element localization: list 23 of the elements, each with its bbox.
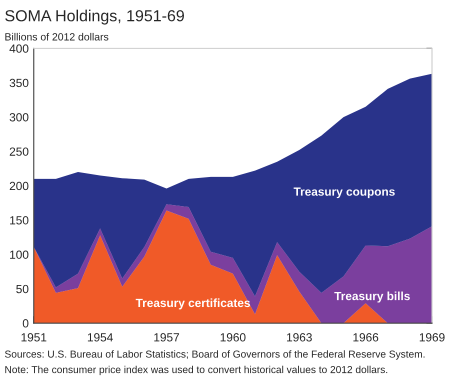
x-tick-label: 1954 bbox=[88, 333, 113, 342]
x-tick-label: 1960 bbox=[220, 333, 246, 342]
x-tick-label: 1966 bbox=[353, 333, 378, 342]
y-tick-label: 0 bbox=[22, 319, 28, 328]
y-tick-label: 150 bbox=[10, 216, 28, 224]
y-tick-label: 400 bbox=[9, 44, 28, 53]
text: Note: The consumer price index was used to convert historical values to 2012 dollars. bbox=[5, 366, 388, 376]
y-tick-label: 300 bbox=[10, 113, 28, 122]
x-tick-label: 1963 bbox=[287, 333, 312, 342]
y-tick-label: 50 bbox=[16, 284, 28, 294]
series-label: Treasury certificates bbox=[136, 298, 250, 310]
y-tick-label: 200 bbox=[10, 182, 28, 190]
y-tick-label: 250 bbox=[10, 147, 28, 156]
series-label: Treasury bills bbox=[334, 292, 410, 303]
y-tick-label: 350 bbox=[10, 78, 28, 88]
source-note: Sources: U.S. Bureau of Labor Statistics; Board of Governors of the Federal Reserve System. bbox=[4, 350, 425, 360]
x-tick-label: 1969 bbox=[420, 333, 445, 342]
x-tick-label: 1957 bbox=[154, 333, 180, 342]
x-tick-label: 1951 bbox=[22, 333, 46, 342]
y-tick-label: 100 bbox=[10, 250, 28, 259]
series-label: Treasury coupons bbox=[294, 188, 395, 198]
chart-title: SOMA Holdings, 1951-69 bbox=[5, 10, 184, 25]
chart-subtitle: Billions of 2012 dollars bbox=[5, 32, 108, 41]
